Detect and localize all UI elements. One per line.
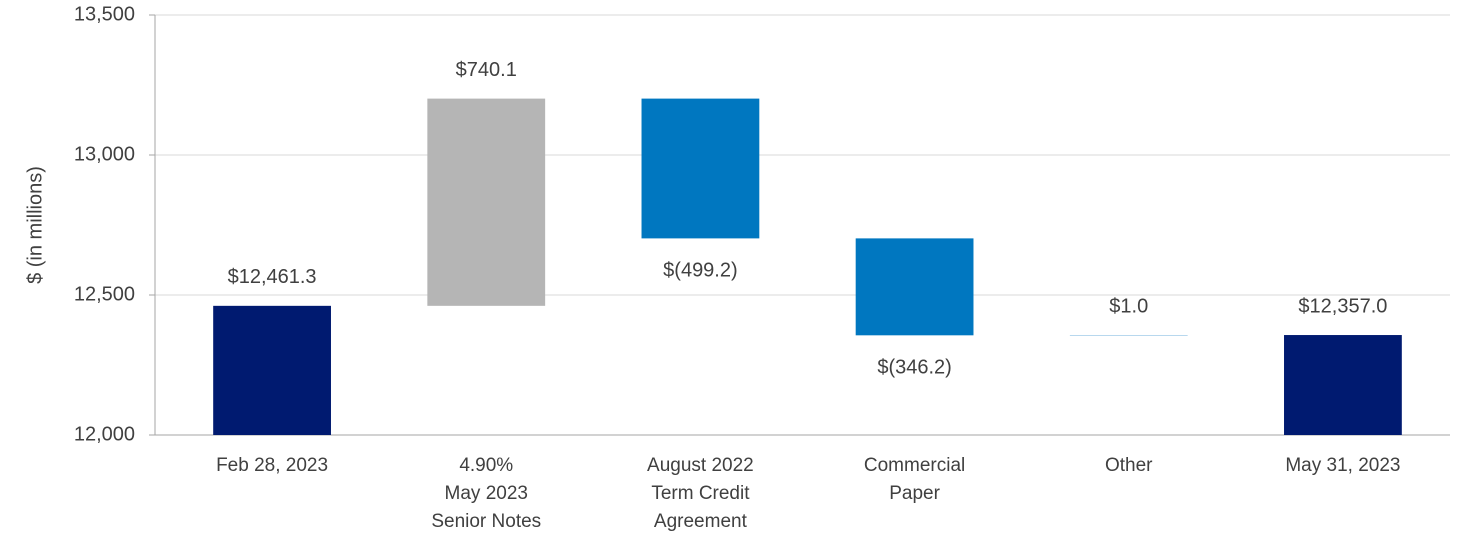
bar xyxy=(213,305,331,435)
value-label: $(499.2) xyxy=(663,260,738,282)
x-tick-label: Commercial Paper xyxy=(863,455,966,504)
y-tick-label: 12,000 xyxy=(74,423,135,445)
y-tick-label: 12,500 xyxy=(74,283,135,305)
value-label: $740.1 xyxy=(456,59,517,81)
y-tick-label: 13,000 xyxy=(74,143,135,165)
value-label: $12,357.0 xyxy=(1298,295,1387,317)
x-tick-label: Other xyxy=(1104,455,1153,476)
x-tick-label: Feb 28, 2023 xyxy=(216,455,329,476)
x-tick-label: August 2022 Term Credit Agreement xyxy=(647,455,754,532)
value-label: $1.0 xyxy=(1109,295,1148,317)
bar xyxy=(427,98,546,306)
bar xyxy=(1284,335,1402,435)
value-label: $12,461.3 xyxy=(228,266,317,288)
bar xyxy=(855,238,974,336)
y-tick-label: 13,500 xyxy=(74,3,135,25)
y-axis-label: $ (in millions) xyxy=(24,166,46,284)
x-tick-label: 4.90% May 2023 Senior Notes xyxy=(431,455,542,532)
bar xyxy=(641,98,760,239)
x-tick-label: May 31, 2023 xyxy=(1285,455,1401,476)
value-label: $(346.2) xyxy=(877,357,952,379)
